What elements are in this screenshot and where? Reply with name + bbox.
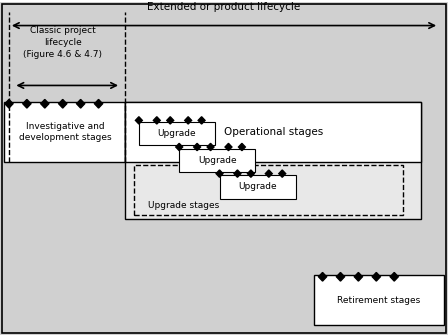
Polygon shape: [176, 143, 183, 151]
Bar: [134, 165, 403, 215]
Polygon shape: [5, 99, 13, 108]
Polygon shape: [372, 272, 380, 281]
Polygon shape: [194, 143, 201, 151]
Polygon shape: [279, 170, 286, 177]
Bar: [314, 2, 448, 335]
Polygon shape: [185, 117, 192, 124]
Bar: [125, 102, 421, 218]
Text: Upgrade: Upgrade: [158, 129, 196, 138]
Polygon shape: [216, 170, 223, 177]
Polygon shape: [234, 170, 241, 177]
Polygon shape: [41, 99, 49, 108]
Text: Retirement stages: Retirement stages: [337, 295, 420, 305]
Bar: [125, 102, 421, 162]
Text: Operational stages: Operational stages: [224, 127, 323, 137]
Polygon shape: [135, 117, 142, 124]
Polygon shape: [319, 272, 327, 281]
Text: Upgrade: Upgrade: [198, 156, 237, 165]
Polygon shape: [336, 272, 345, 281]
Polygon shape: [59, 99, 67, 108]
Polygon shape: [23, 99, 31, 108]
Text: Upgrade stages: Upgrade stages: [148, 201, 219, 210]
Text: Extended or product lifecycle: Extended or product lifecycle: [147, 2, 301, 12]
Bar: [179, 149, 255, 172]
Text: Investigative and
development stages: Investigative and development stages: [19, 122, 111, 142]
Polygon shape: [390, 272, 398, 281]
Text: Upgrade: Upgrade: [238, 183, 277, 191]
Bar: [4, 162, 125, 335]
Bar: [4, 102, 125, 162]
Polygon shape: [225, 143, 232, 151]
Text: Classic project
lifecycle
(Figure 4.6 & 4.7): Classic project lifecycle (Figure 4.6 & …: [23, 26, 102, 59]
Bar: [314, 275, 444, 325]
Bar: [139, 122, 215, 145]
Polygon shape: [265, 170, 272, 177]
Bar: [220, 175, 296, 199]
Polygon shape: [207, 143, 214, 151]
Polygon shape: [238, 143, 246, 151]
Polygon shape: [77, 99, 85, 108]
Polygon shape: [354, 272, 362, 281]
Polygon shape: [198, 117, 205, 124]
Polygon shape: [167, 117, 174, 124]
Polygon shape: [153, 117, 160, 124]
Polygon shape: [95, 99, 103, 108]
Polygon shape: [247, 170, 254, 177]
